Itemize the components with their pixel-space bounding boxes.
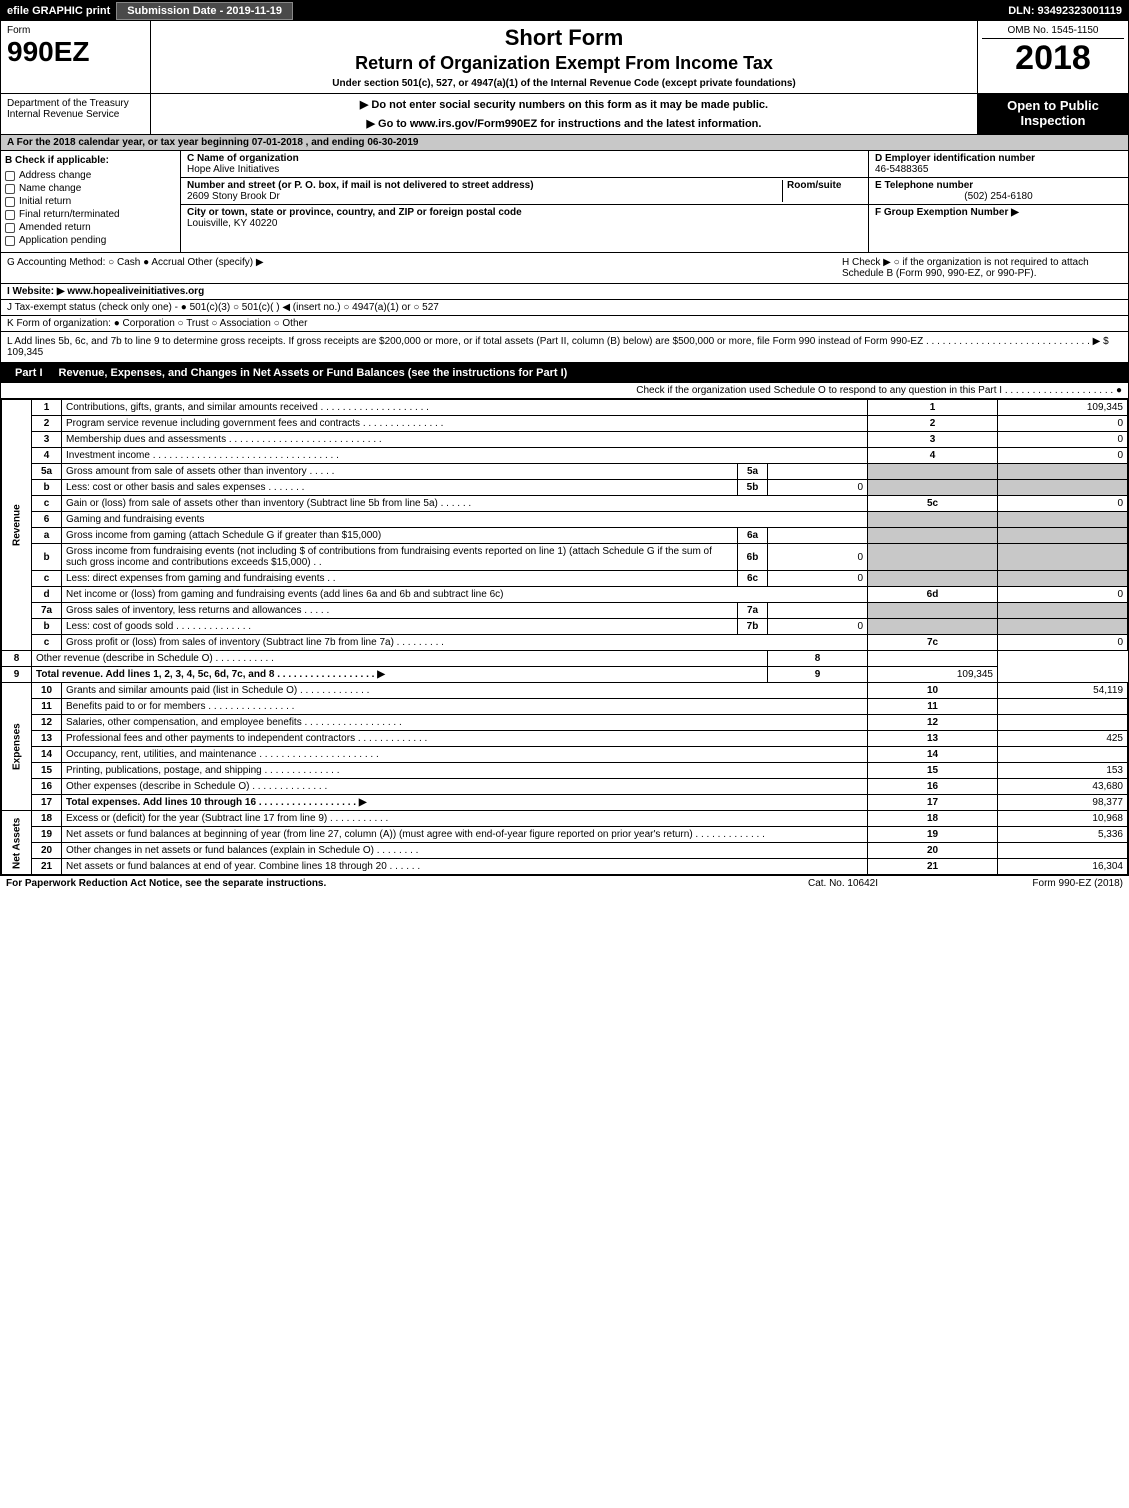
room-label: Room/suite [787,180,841,191]
cb-address-change[interactable] [5,171,15,181]
check-applicable-label: B Check if applicable: [5,155,176,166]
tax-exempt-status-row: J Tax-exempt status (check only one) - ●… [1,300,1128,316]
phone-value: (502) 254-6180 [875,191,1122,202]
schedule-b-check: H Check ▶ ○ if the organization is not r… [842,257,1122,279]
omb-number: OMB No. 1545-1150 [982,25,1124,39]
form-of-organization: K Form of organization: ● Corporation ○ … [7,318,1122,329]
website-label[interactable]: I Website: ▶ www.hopealiveinitiatives.or… [7,286,204,297]
cb-application-pending[interactable] [5,236,15,246]
cb-initial-return[interactable] [5,197,15,207]
short-form-title: Short Form [159,25,969,51]
city-label: City or town, state or province, country… [187,207,522,218]
cb-amended-return[interactable] [5,223,15,233]
tax-year: 2018 [982,39,1124,78]
expenses-side-label: Expenses [2,683,32,811]
revenue-side-label: Revenue [2,400,32,651]
addr-label: Number and street (or P. O. box, if mail… [187,180,534,191]
phone-label: E Telephone number [875,180,973,191]
website-row: I Website: ▶ www.hopealiveinitiatives.or… [1,284,1128,300]
dln-label: DLN: 93492323001119 [1002,5,1128,17]
ein-value: 46-5488365 [875,164,928,175]
tax-period-row: A For the 2018 calendar year, or tax yea… [1,135,1128,151]
dept-row: Department of the Treasury Internal Reve… [1,94,1128,135]
form-ref: Form 990-EZ (2018) [943,878,1123,889]
tax-exempt-status: J Tax-exempt status (check only one) - ●… [7,302,1122,313]
part-1-table: Revenue 1 Contributions, gifts, grants, … [1,399,1128,875]
catalog-number: Cat. No. 10642I [743,878,943,889]
schedule-o-check: Check if the organization used Schedule … [1,383,1128,399]
form-header: Form 990EZ Short Form Return of Organiza… [1,21,1128,94]
part-1-header: Part I Revenue, Expenses, and Changes in… [1,363,1128,383]
efile-label[interactable]: efile GRAPHIC print [1,5,116,17]
gross-receipts-text: L Add lines 5b, 6c, and 7b to line 9 to … [7,336,1122,358]
open-to-public: Open to Public Inspection [978,94,1128,134]
form-label: Form [7,25,144,36]
top-bar: efile GRAPHIC print Submission Date - 20… [1,1,1128,21]
under-section: Under section 501(c), 527, or 4947(a)(1)… [159,78,969,89]
part-1-label: Part I [9,365,49,381]
accounting-method-row: G Accounting Method: ○ Cash ● Accrual Ot… [1,253,1128,284]
page-footer: For Paperwork Reduction Act Notice, see … [0,876,1129,891]
accounting-method: G Accounting Method: ○ Cash ● Accrual Ot… [7,257,842,279]
paperwork-notice: For Paperwork Reduction Act Notice, see … [6,878,743,889]
org-info-block: B Check if applicable: Address change Na… [1,151,1128,253]
org-name: Hope Alive Initiatives [187,164,279,175]
gross-receipts-row: L Add lines 5b, 6c, and 7b to line 9 to … [1,332,1128,363]
return-title: Return of Organization Exempt From Incom… [159,53,969,74]
submission-date: Submission Date - 2019-11-19 [116,2,293,20]
cb-final-return[interactable] [5,210,15,220]
part-1-title: Revenue, Expenses, and Changes in Net As… [59,367,568,379]
cb-name-change[interactable] [5,184,15,194]
form-of-org-row: K Form of organization: ● Corporation ○ … [1,316,1128,332]
netassets-side-label: Net Assets [2,811,32,875]
group-exemption-label: F Group Exemption Number ▶ [875,207,1019,218]
ein-label: D Employer identification number [875,153,1035,164]
department-label: Department of the Treasury Internal Reve… [1,94,151,134]
form-number: 990EZ [7,36,144,68]
org-city: Louisville, KY 40220 [187,218,277,229]
org-name-label: C Name of organization [187,153,299,164]
instruction-link[interactable]: ▶ Go to www.irs.gov/Form990EZ for instru… [155,117,973,130]
org-address: 2609 Stony Brook Dr [187,191,280,202]
instruction-ssn: ▶ Do not enter social security numbers o… [155,98,973,111]
